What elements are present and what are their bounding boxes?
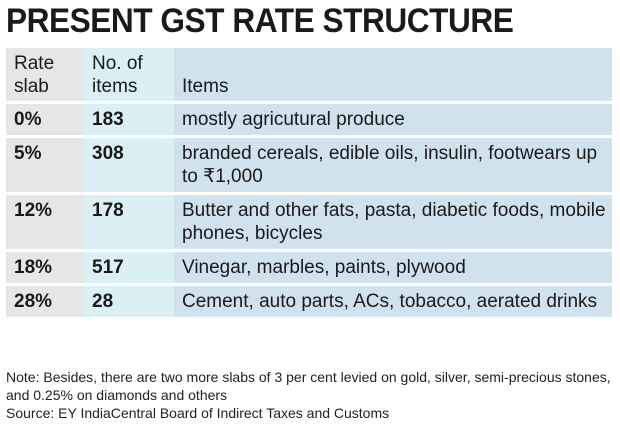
header-rate-slab: Rate slab [6,48,84,104]
items-cell: Butter and other fats, pasta, diabetic f… [174,193,612,252]
rate-slab-cell: 5% [6,136,84,195]
items-cell: branded cereals, edible oils, insulin, f… [174,136,612,195]
chart-title: PRESENT GST RATE STRUCTURE [6,2,514,40]
item-count-cell: 183 [84,102,174,138]
header-items-label: Items [182,76,229,97]
table-row: 28% 28 Cement, auto parts, ACs, tobacco,… [6,284,612,320]
table-row: 0% 183 mostly agricutural produce [6,102,612,138]
header-item-count-line1: No. of [92,53,143,74]
item-count-cell: 308 [84,136,174,195]
item-count-cell: 517 [84,250,174,286]
rate-slab-cell: 28% [6,284,84,320]
rate-slab-cell: 0% [6,102,84,138]
rate-slab-cell: 18% [6,250,84,286]
items-cell: Vinegar, marbles, paints, plywood [174,250,612,286]
rate-slab-cell: 12% [6,193,84,252]
header-rate-slab-line1: Rate [14,53,55,74]
table-row: 12% 178 Butter and other fats, pasta, di… [6,193,612,252]
items-cell: Cement, auto parts, ACs, tobacco, aerate… [174,284,612,320]
header-rate-slab-line2: slab [14,76,49,97]
item-count-cell: 28 [84,284,174,320]
source-text: Source: EY IndiaCentral Board of Indirec… [6,405,390,421]
table-header-row: Rate slab No. of items Items [6,48,612,104]
table-row: 5% 308 branded cereals, edible oils, ins… [6,136,612,195]
footnote: Note: Besides, there are two more slabs … [6,368,612,422]
header-items: Items [174,48,612,104]
items-cell: mostly agricutural produce [174,102,612,138]
item-count-cell: 178 [84,193,174,252]
note-text: Note: Besides, there are two more slabs … [6,369,611,403]
table-row: 18% 517 Vinegar, marbles, paints, plywoo… [6,250,612,286]
header-item-count-line2: items [92,76,138,97]
header-item-count: No. of items [84,48,174,104]
gst-rate-table: Rate slab No. of items Items 0% 183 most… [6,48,612,320]
